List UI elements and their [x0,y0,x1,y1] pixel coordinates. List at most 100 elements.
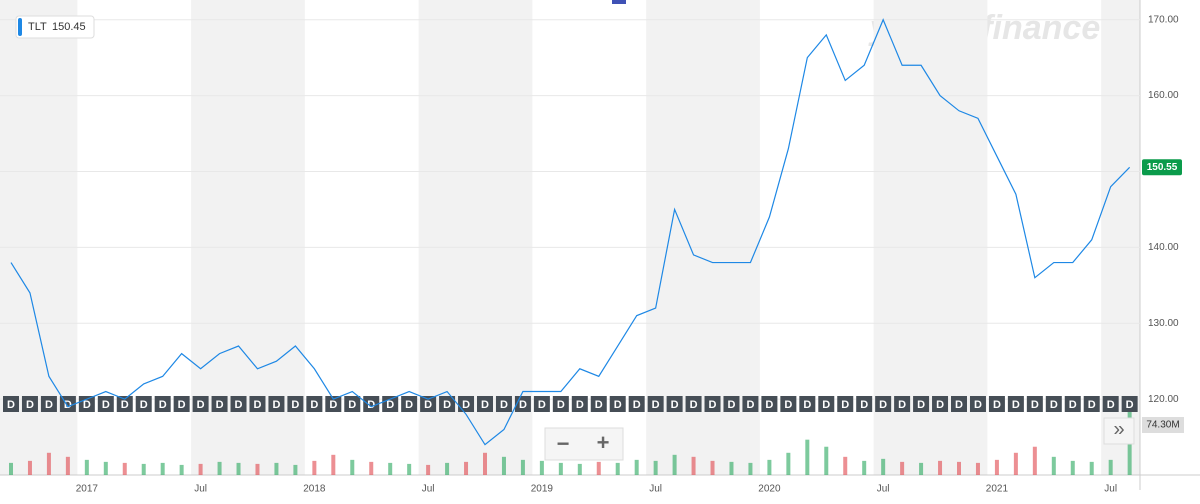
dividend-marker[interactable] [1007,396,1024,412]
dividend-label: D [424,399,432,411]
dividend-marker[interactable] [666,396,683,412]
dividend-marker[interactable] [40,396,57,412]
dividend-marker[interactable] [173,396,190,412]
volume-bar [862,460,867,475]
zoom-out[interactable]: − [557,431,570,456]
dividend-marker[interactable] [21,396,38,412]
dividend-marker[interactable] [1083,396,1100,412]
dividend-marker[interactable] [742,396,759,412]
dividend-marker[interactable] [856,396,873,412]
current-price-badge [1142,159,1182,176]
dividend-marker[interactable] [192,396,209,412]
dividend-marker[interactable] [685,396,702,412]
volume-bar [881,458,886,475]
dividend-marker[interactable] [818,396,835,412]
dividend-marker[interactable] [533,396,550,412]
volume-bar [539,460,544,475]
dividend-marker[interactable] [439,396,456,412]
shade [1101,0,1140,475]
dividend-marker[interactable] [875,396,892,412]
dividend-marker[interactable] [287,396,304,412]
dividend-marker[interactable] [230,396,247,412]
dividend-marker[interactable] [628,396,645,412]
dividend-label: D [538,399,546,411]
dividend-marker[interactable] [969,396,986,412]
volume-bar [122,462,127,475]
dividend-marker[interactable] [325,396,342,412]
dividend-marker[interactable] [1026,396,1043,412]
dividend-marker[interactable] [609,396,626,412]
x-tick-label: 2019 [531,484,554,495]
dividend-label: D [576,399,584,411]
dividend-marker[interactable] [420,396,437,412]
x-tick-label: 2017 [76,484,99,495]
dividend-marker[interactable] [590,396,607,412]
dividend-label: D [481,399,489,411]
dividend-label: D [386,399,394,411]
dividend-marker[interactable] [211,396,228,412]
dividend-label: D [993,399,1001,411]
dividend-marker[interactable] [913,396,930,412]
dividend-label: D [1126,399,1134,411]
zoom-panel[interactable] [544,427,624,461]
dividend-marker[interactable] [401,396,418,412]
dividend-marker[interactable] [761,396,778,412]
dividend-marker[interactable] [135,396,152,412]
dividend-marker[interactable] [571,396,588,412]
dividend-marker[interactable] [154,396,171,412]
dividend-marker[interactable] [932,396,949,412]
volume-bar [710,460,715,475]
zoom-in[interactable]: + [597,430,610,455]
dividend-marker[interactable] [477,396,493,412]
dividend-marker[interactable] [1102,396,1119,412]
dividend-marker[interactable] [780,396,797,412]
dividend-label: D [519,399,527,411]
dividend-marker[interactable] [363,396,380,412]
dividend-label: D [765,399,773,411]
dividend-marker[interactable] [458,396,475,412]
dividend-marker[interactable] [894,396,911,412]
dividend-marker[interactable] [1064,396,1081,412]
volume-bar [1108,459,1113,475]
volume-bar [27,460,32,475]
dividend-label: D [746,399,754,411]
dividend-marker[interactable] [1045,396,1062,412]
dividend-marker[interactable] [306,396,323,412]
dividend-marker[interactable] [552,396,569,412]
dividend-marker[interactable] [799,396,816,412]
dividend-marker[interactable] [382,396,399,412]
dividend-marker[interactable] [97,396,114,412]
volume-bar [805,439,810,475]
dividend-marker[interactable] [951,396,967,412]
dividend-marker[interactable] [1121,396,1138,412]
expand-label[interactable]: » [1113,418,1124,440]
dividend-marker[interactable] [249,396,266,412]
dividend-marker[interactable] [78,396,95,412]
volume-bar [957,461,961,475]
background [0,0,1140,475]
volume-bar [1013,452,1018,475]
dividend-marker[interactable] [988,396,1005,412]
dividend-marker[interactable] [837,396,854,412]
dividend-label: D [803,399,811,411]
dividend-marker[interactable] [116,396,133,412]
legend-name: TLT [28,21,47,33]
dividend-marker[interactable] [704,396,721,412]
dividend-marker[interactable] [344,396,361,412]
volume-bar [407,463,412,475]
dividend-label: D [64,399,72,411]
dividend-marker[interactable] [268,396,285,412]
expand-button[interactable] [1103,417,1135,445]
dividend-label: D [7,399,15,411]
dividend-label: D [822,399,830,411]
volume-bar [312,460,317,475]
dividend-marker[interactable] [723,396,740,412]
dividend-marker[interactable] [647,396,664,412]
x-tick-label: Jul [194,484,207,495]
dividend-label: D [140,399,148,411]
dividend-marker[interactable] [495,396,512,412]
volume-bar [141,463,146,475]
dividend-marker[interactable] [3,396,19,412]
y-tick-label: 120.00 [1148,394,1179,405]
x-tick-label: Jul [1104,484,1117,495]
